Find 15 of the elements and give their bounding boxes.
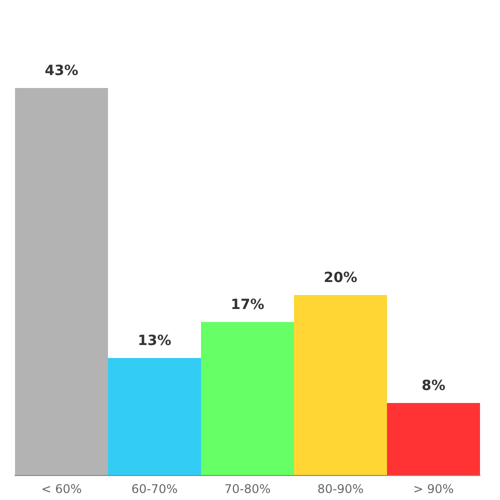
data-label: 8%	[422, 378, 446, 394]
bar	[294, 295, 387, 475]
data-label: 17%	[230, 297, 264, 313]
x-tick-label: < 60%	[41, 482, 82, 496]
bar	[387, 403, 480, 475]
data-label: 13%	[138, 333, 172, 349]
x-tick-label: 70-80%	[224, 482, 271, 496]
bar	[108, 358, 201, 475]
data-label: 43%	[44, 63, 78, 79]
x-tick-label: > 90%	[413, 482, 454, 496]
bar	[15, 88, 108, 475]
bar	[201, 322, 294, 475]
data-label: 20%	[324, 270, 358, 286]
x-tick-label: 60-70%	[131, 482, 178, 496]
x-tick-label: 80-90%	[317, 482, 364, 496]
